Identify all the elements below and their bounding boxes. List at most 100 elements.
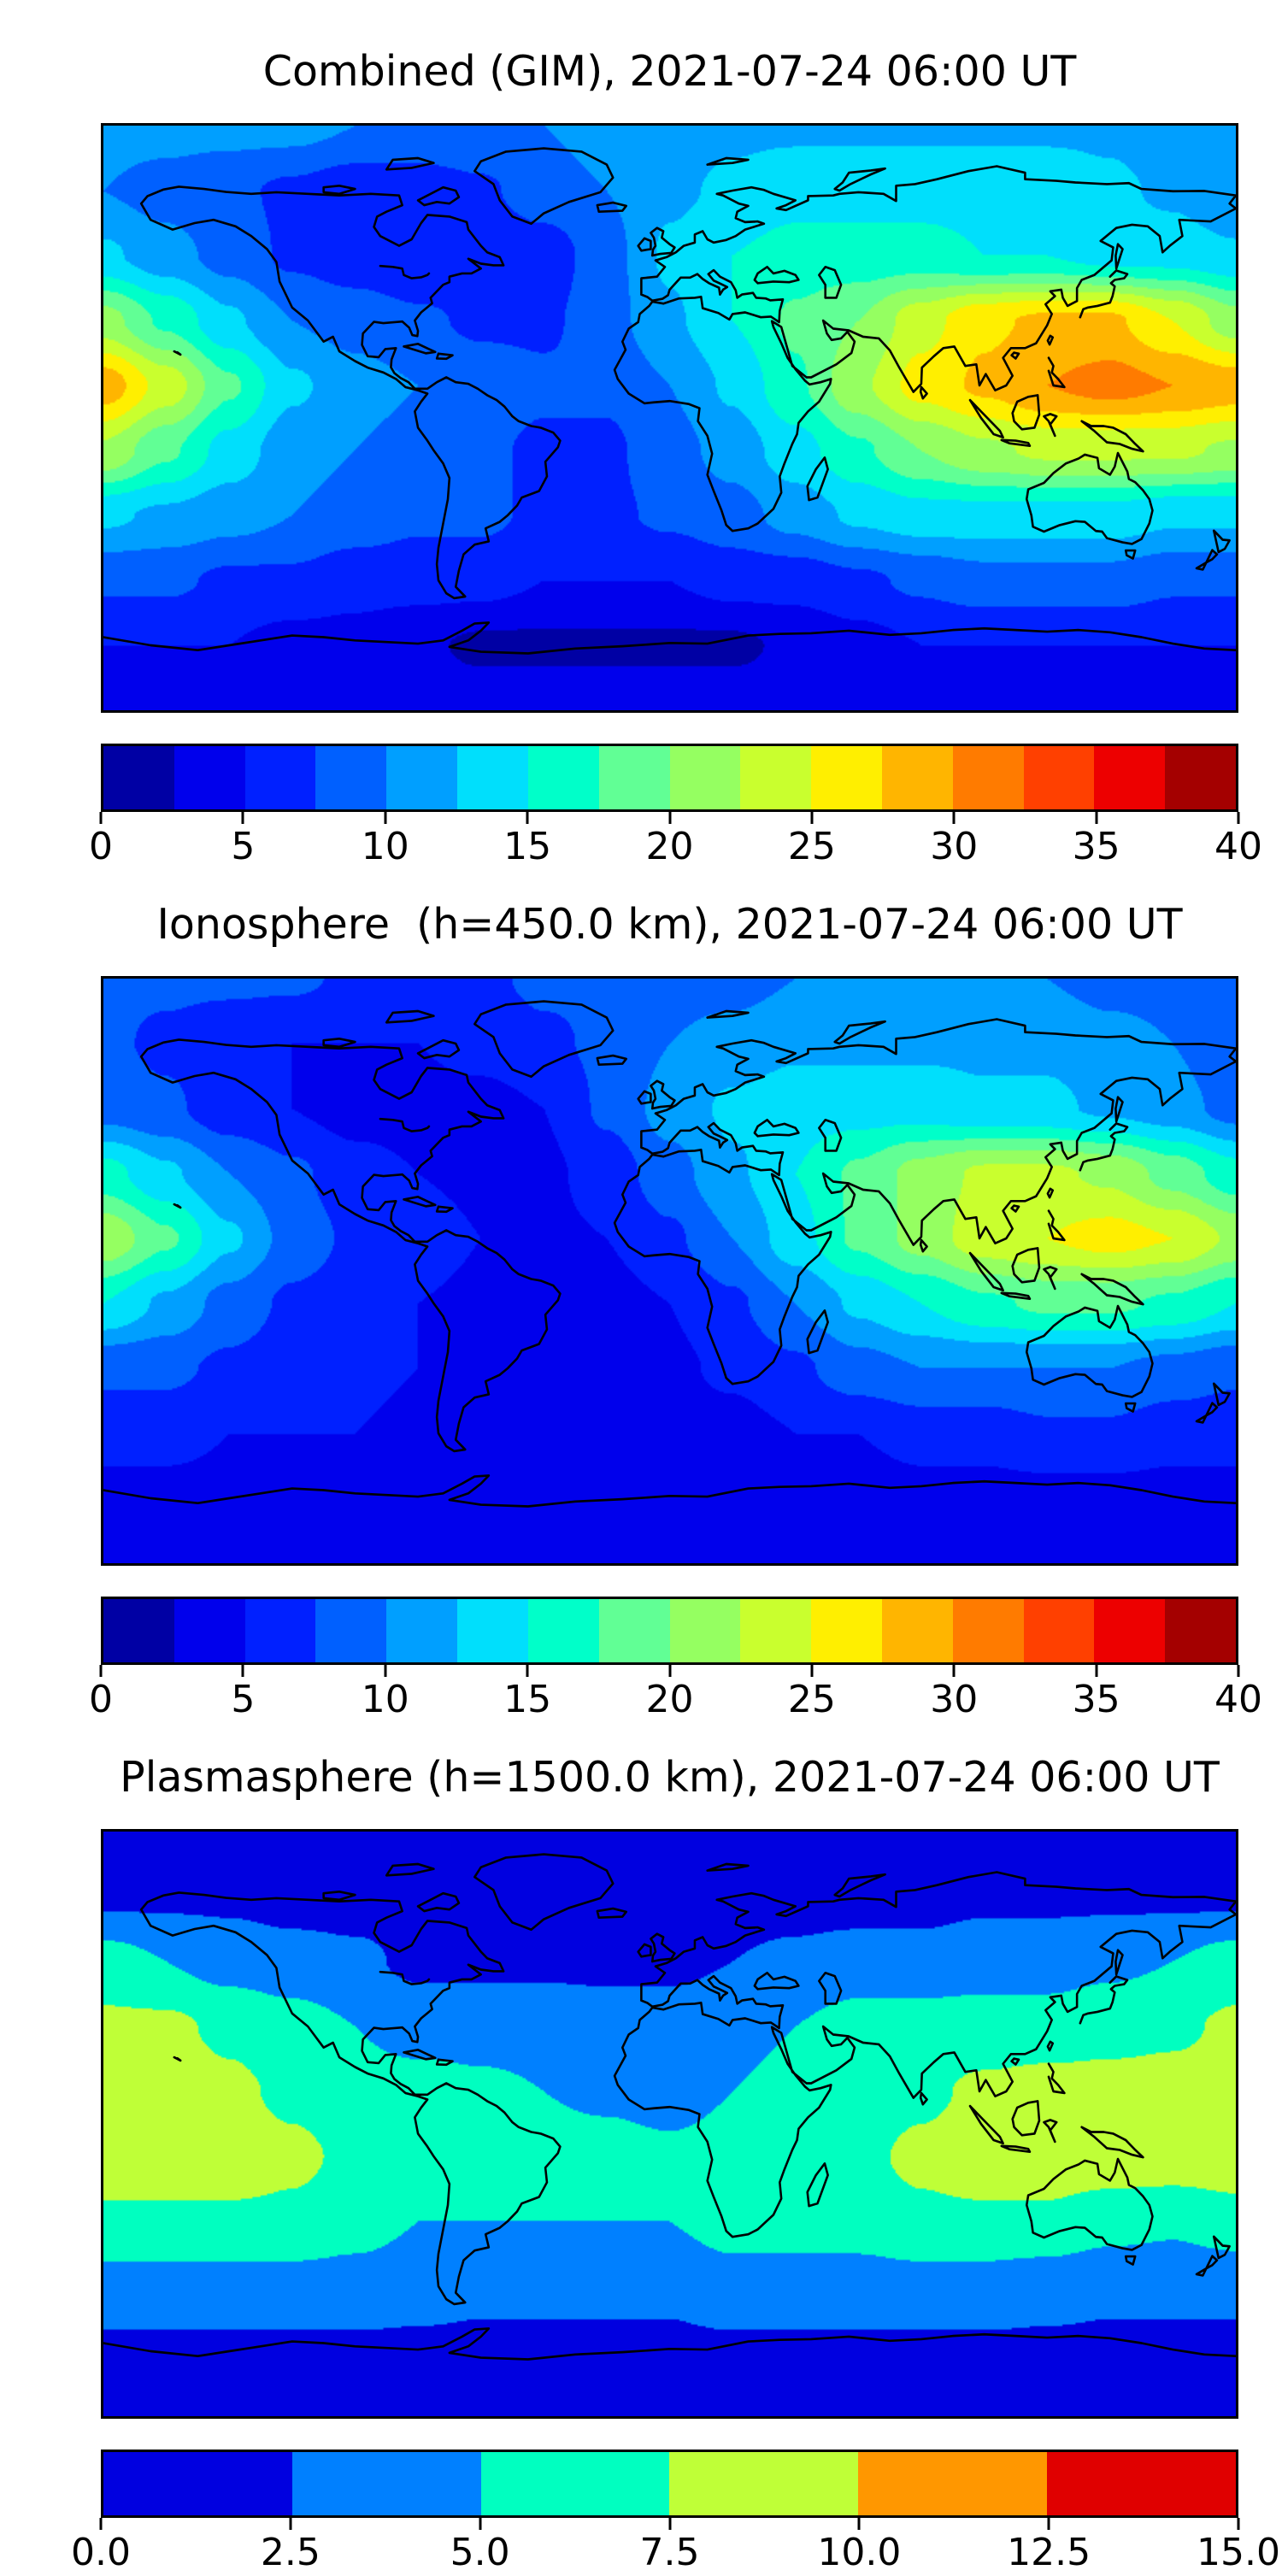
colorbar-segment — [386, 746, 458, 809]
colorbar-tick-label: 40 — [1214, 825, 1262, 868]
colorbar-segment — [1023, 1599, 1095, 1662]
panel-plasmasphere: Plasmasphere (h=1500.0 km), 2021-07-24 0… — [71, 1753, 1280, 2576]
colorbar-tick-mark — [668, 1665, 671, 1677]
panel-title-plasmasphere: Plasmasphere (h=1500.0 km), 2021-07-24 0… — [120, 1753, 1220, 1802]
tec-contour-field-plasmasphere — [103, 1832, 1236, 2416]
colorbar-tick-mark — [810, 1665, 814, 1677]
colorbar-tick-label: 35 — [1072, 825, 1120, 868]
colorbar-segment — [740, 1599, 812, 1662]
colorbar-tick-labels: 0.0 2.5 5.0 7.5 10.0 12.5 15.0 — [71, 2531, 1280, 2576]
colorbar-segment — [457, 746, 528, 809]
colorbar-segment — [811, 1599, 882, 1662]
colorbar-tick-mark — [384, 812, 387, 824]
colorbar-tick-mark — [1237, 2518, 1240, 2530]
colorbar-segment — [1165, 1599, 1236, 1662]
colorbar-tick-mark — [289, 2518, 292, 2530]
colorbar-combined-gim — [101, 744, 1238, 812]
colorbar-tick-label: 0 — [89, 825, 113, 868]
colorbar-tick-label: 25 — [787, 1678, 836, 1721]
colorbar-segment — [1165, 746, 1236, 809]
colorbar-ionosphere — [101, 1597, 1238, 1665]
colorbar-tick-label: 0 — [89, 1678, 113, 1721]
colorbar-tick-label: 10 — [361, 1678, 409, 1721]
colorbar-tick-mark — [1095, 812, 1098, 824]
colorbar-tick-mark — [952, 1665, 956, 1677]
colorbar-segment — [811, 746, 882, 809]
colorbar-segment — [669, 2452, 859, 2515]
colorbar-segment — [173, 1599, 245, 1662]
colorbar-segment — [1023, 746, 1095, 809]
colorbar-segment — [1094, 1599, 1166, 1662]
colorbar-segment — [952, 746, 1024, 809]
colorbar-tick-label: 7.5 — [639, 2531, 700, 2574]
panel-combined-gim: Combined (GIM), 2021-07-24 06:00 UT 0 5 10… — [89, 47, 1262, 870]
colorbar-segment — [1094, 746, 1166, 809]
colorbar-tick-mark — [952, 812, 956, 824]
colorbar-tick-mark — [668, 2518, 671, 2530]
colorbar-segment — [457, 1599, 528, 1662]
colorbar-tick-label: 30 — [930, 825, 979, 868]
colorbar-segment — [952, 1599, 1024, 1662]
colorbar-tick-mark — [810, 812, 814, 824]
colorbar-tick-label: 35 — [1072, 1678, 1120, 1721]
colorbar-segment — [881, 1599, 953, 1662]
colorbar-tick-label: 12.5 — [1007, 2531, 1091, 2574]
colorbar-tick-label: 0.0 — [71, 2531, 131, 2574]
colorbar-tick-label: 20 — [645, 825, 694, 868]
panel-title-combined-gim: Combined (GIM), 2021-07-24 06:00 UT — [262, 47, 1077, 96]
colorbar-tick-mark — [99, 2518, 103, 2530]
colorbar-segment — [315, 1599, 387, 1662]
panel-ionosphere: Ionosphere (h=450.0 km), 2021-07-24 06:0… — [89, 901, 1262, 1723]
colorbar-segment — [291, 2452, 481, 2515]
colorbar-tick-mark — [99, 1665, 103, 1677]
colorbar-tick-mark — [1095, 1665, 1098, 1677]
colorbar-segment — [103, 746, 174, 809]
colorbar-tick-label: 20 — [645, 1678, 694, 1721]
colorbar-tick-label: 10.0 — [817, 2531, 902, 2574]
colorbar-tick-mark — [99, 812, 103, 824]
colorbar-tick-label: 5 — [231, 825, 256, 868]
colorbar-segment — [598, 746, 670, 809]
colorbar-segment — [103, 1599, 174, 1662]
colorbar-tick-label: 15 — [503, 1678, 552, 1721]
colorbar-tick-mark — [241, 812, 244, 824]
colorbar-tick-label: 15 — [503, 825, 552, 868]
colorbar-segment — [598, 1599, 670, 1662]
colorbar-ticks — [99, 1665, 1240, 1677]
coastlines-overlay — [103, 1000, 1236, 1508]
colorbar-tick-label: 15.0 — [1197, 2531, 1280, 2574]
colorbar-tick-mark — [526, 812, 529, 824]
tec-contour-field-combined — [103, 126, 1236, 710]
colorbar-tick-mark — [1047, 2518, 1050, 2530]
colorbar-tick-mark — [1237, 812, 1240, 824]
colorbar-tick-labels: 0 5 10 15 20 25 30 35 40 — [89, 1678, 1262, 1723]
colorbar-segment — [527, 746, 599, 809]
colorbar-segment — [244, 1599, 316, 1662]
colorbar-tick-label: 10 — [361, 825, 409, 868]
colorbar-segment — [386, 1599, 458, 1662]
colorbar-plasmasphere — [101, 2450, 1238, 2518]
colorbar-tick-mark — [241, 1665, 244, 1677]
map-combined-gim — [101, 123, 1238, 713]
colorbar-ticks — [99, 2518, 1240, 2530]
tec-contour-field-ionosphere — [103, 979, 1236, 1563]
map-ionosphere — [101, 976, 1238, 1566]
coastlines-overlay — [103, 147, 1236, 655]
colorbar-segment — [858, 2452, 1048, 2515]
colorbar-segment — [740, 746, 812, 809]
colorbar-tick-label: 40 — [1214, 1678, 1262, 1721]
colorbar-segment — [669, 746, 741, 809]
map-plasmasphere — [101, 1829, 1238, 2419]
colorbar-tick-mark — [857, 2518, 861, 2530]
colorbar-tick-mark — [384, 1665, 387, 1677]
colorbar-tick-mark — [479, 2518, 482, 2530]
colorbar-segment — [244, 746, 316, 809]
colorbar-tick-mark — [1237, 1665, 1240, 1677]
colorbar-segment — [527, 1599, 599, 1662]
colorbar-ticks — [99, 812, 1240, 824]
colorbar-tick-mark — [668, 812, 671, 824]
colorbar-segment — [315, 746, 387, 809]
coastlines-overlay — [103, 1853, 1236, 2361]
colorbar-segment — [480, 2452, 670, 2515]
colorbar-tick-label: 5.0 — [450, 2531, 510, 2574]
